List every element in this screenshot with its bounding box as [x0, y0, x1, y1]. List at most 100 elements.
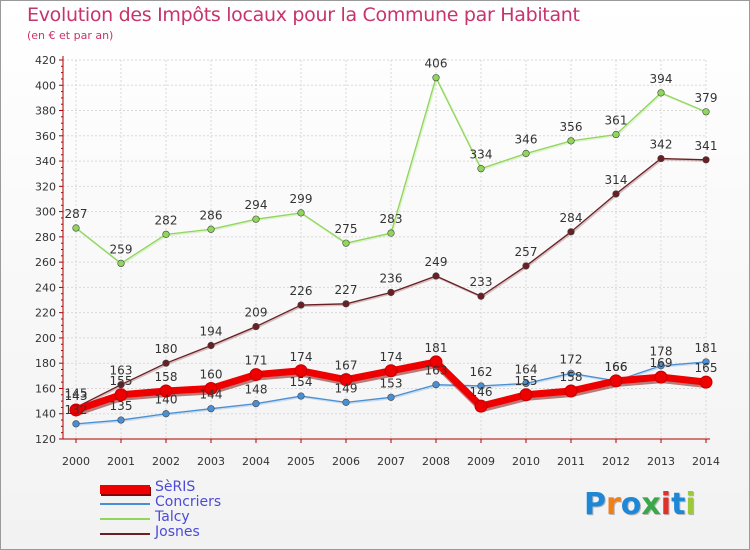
- data-point-sris: [654, 370, 668, 384]
- data-point-josnes: [477, 292, 485, 300]
- data-label-sris: 143: [65, 389, 88, 403]
- y-tick-label: 160: [35, 382, 56, 395]
- data-label-talcy: 294: [245, 198, 268, 212]
- data-point-talcy: [387, 229, 395, 237]
- y-tick-label: 260: [35, 256, 56, 269]
- data-label-sris: 160: [200, 367, 223, 381]
- x-tick-label: 2011: [557, 455, 585, 468]
- data-label-sris: 158: [155, 370, 178, 384]
- logo-letter: t: [671, 487, 686, 522]
- data-label-sris: 166: [605, 360, 628, 374]
- data-point-concriers: [522, 379, 530, 388]
- data-label-josnes: 163: [110, 364, 133, 378]
- y-tick-label: 340: [35, 155, 56, 168]
- x-tick-label: 2009: [467, 455, 495, 468]
- data-point-talcy: [522, 149, 530, 158]
- data-point-concriers: [207, 405, 215, 413]
- data-label-josnes: 233: [470, 275, 493, 289]
- data-label-josnes: 314: [605, 173, 628, 187]
- data-label-sris: 155: [515, 374, 538, 388]
- data-label-concriers: 153: [380, 376, 403, 390]
- data-point-talcy: [117, 259, 125, 267]
- x-tick-label: 2008: [422, 455, 450, 468]
- y-tick-label: 420: [35, 54, 56, 67]
- data-point-sris: [699, 375, 713, 389]
- proxiti-logo: Proxiti: [584, 487, 696, 522]
- data-label-concriers: 154: [290, 375, 313, 389]
- data-label-sris: 169: [650, 356, 673, 370]
- data-point-concriers: [72, 420, 80, 428]
- y-tick-label: 200: [35, 332, 56, 345]
- legend-label-josnes: Josnes: [155, 524, 200, 540]
- data-label-concriers: 164: [515, 362, 538, 376]
- x-tick-label: 2013: [647, 455, 675, 468]
- x-tick-label: 2012: [602, 455, 630, 468]
- y-tick-label: 400: [35, 79, 56, 92]
- chart-subtitle: (en € et par an): [27, 29, 114, 42]
- data-point-josnes: [207, 341, 215, 350]
- data-point-sris: [249, 368, 263, 382]
- y-tick-label: 320: [35, 180, 56, 193]
- data-point-sris: [609, 374, 623, 388]
- data-point-concriers: [387, 393, 395, 401]
- data-point-josnes: [432, 272, 440, 280]
- data-point-josnes: [162, 359, 170, 367]
- data-point-josnes: [117, 381, 125, 389]
- data-point-sris: [294, 364, 308, 378]
- y-tick-label: 180: [35, 357, 56, 370]
- data-label-josnes: 226: [290, 284, 313, 298]
- y-tick-label: 300: [35, 206, 56, 219]
- data-label-sris: 174: [290, 350, 313, 364]
- data-label-talcy: 394: [650, 72, 673, 86]
- data-label-sris: 146: [470, 385, 493, 399]
- data-label-josnes: 342: [650, 138, 673, 152]
- data-point-concriers: [252, 400, 260, 408]
- data-label-josnes: 227: [335, 283, 358, 297]
- data-point-concriers: [117, 416, 125, 424]
- data-point-talcy: [342, 239, 350, 247]
- data-label-talcy: 299: [290, 192, 313, 206]
- data-label-concriers: 178: [650, 345, 673, 359]
- data-label-concriers: 162: [470, 365, 493, 379]
- legend-swatch-talcy: [100, 518, 150, 520]
- data-point-talcy: [612, 130, 620, 139]
- data-label-josnes: 249: [425, 255, 448, 269]
- data-label-talcy: 287: [65, 207, 88, 221]
- x-tick-label: 2004: [242, 455, 270, 468]
- data-label-sris: 165: [695, 361, 718, 375]
- data-label-sris: 181: [425, 341, 448, 355]
- data-point-sris: [384, 364, 398, 378]
- y-tick-label: 220: [35, 307, 56, 320]
- data-point-sris: [339, 373, 353, 387]
- data-point-sris: [69, 403, 83, 417]
- data-point-concriers: [162, 410, 170, 418]
- y-tick-label: 240: [35, 281, 56, 294]
- data-label-concriers: 132: [65, 403, 88, 417]
- data-point-talcy: [657, 89, 665, 97]
- data-point-talcy: [72, 224, 80, 232]
- data-point-sris: [204, 381, 218, 395]
- data-point-sris: [159, 384, 173, 398]
- data-point-sris: [519, 388, 533, 402]
- data-label-concriers: 135: [110, 399, 133, 413]
- data-point-sris: [564, 384, 578, 398]
- legend-swatch-josnes: [100, 533, 150, 535]
- data-point-concriers: [702, 358, 710, 366]
- legend-label-talcy: Talcy: [155, 509, 190, 525]
- chart-title: Evolution des Impôts locaux pour la Comm…: [27, 4, 580, 26]
- data-label-concriers: 163: [425, 364, 448, 378]
- data-label-talcy: 275: [335, 222, 358, 236]
- x-tick-label: 2000: [62, 455, 90, 468]
- data-point-concriers: [297, 392, 305, 400]
- legend-swatch-seris: [100, 485, 150, 494]
- data-point-josnes: [252, 322, 260, 331]
- data-point-talcy: [162, 230, 170, 238]
- data-label-sris: 158: [560, 370, 583, 384]
- data-point-talcy: [702, 108, 710, 116]
- data-point-josnes: [567, 228, 575, 236]
- data-label-josnes: 284: [560, 211, 583, 225]
- data-label-concriers: 149: [335, 381, 358, 395]
- data-label-talcy: 346: [515, 132, 538, 146]
